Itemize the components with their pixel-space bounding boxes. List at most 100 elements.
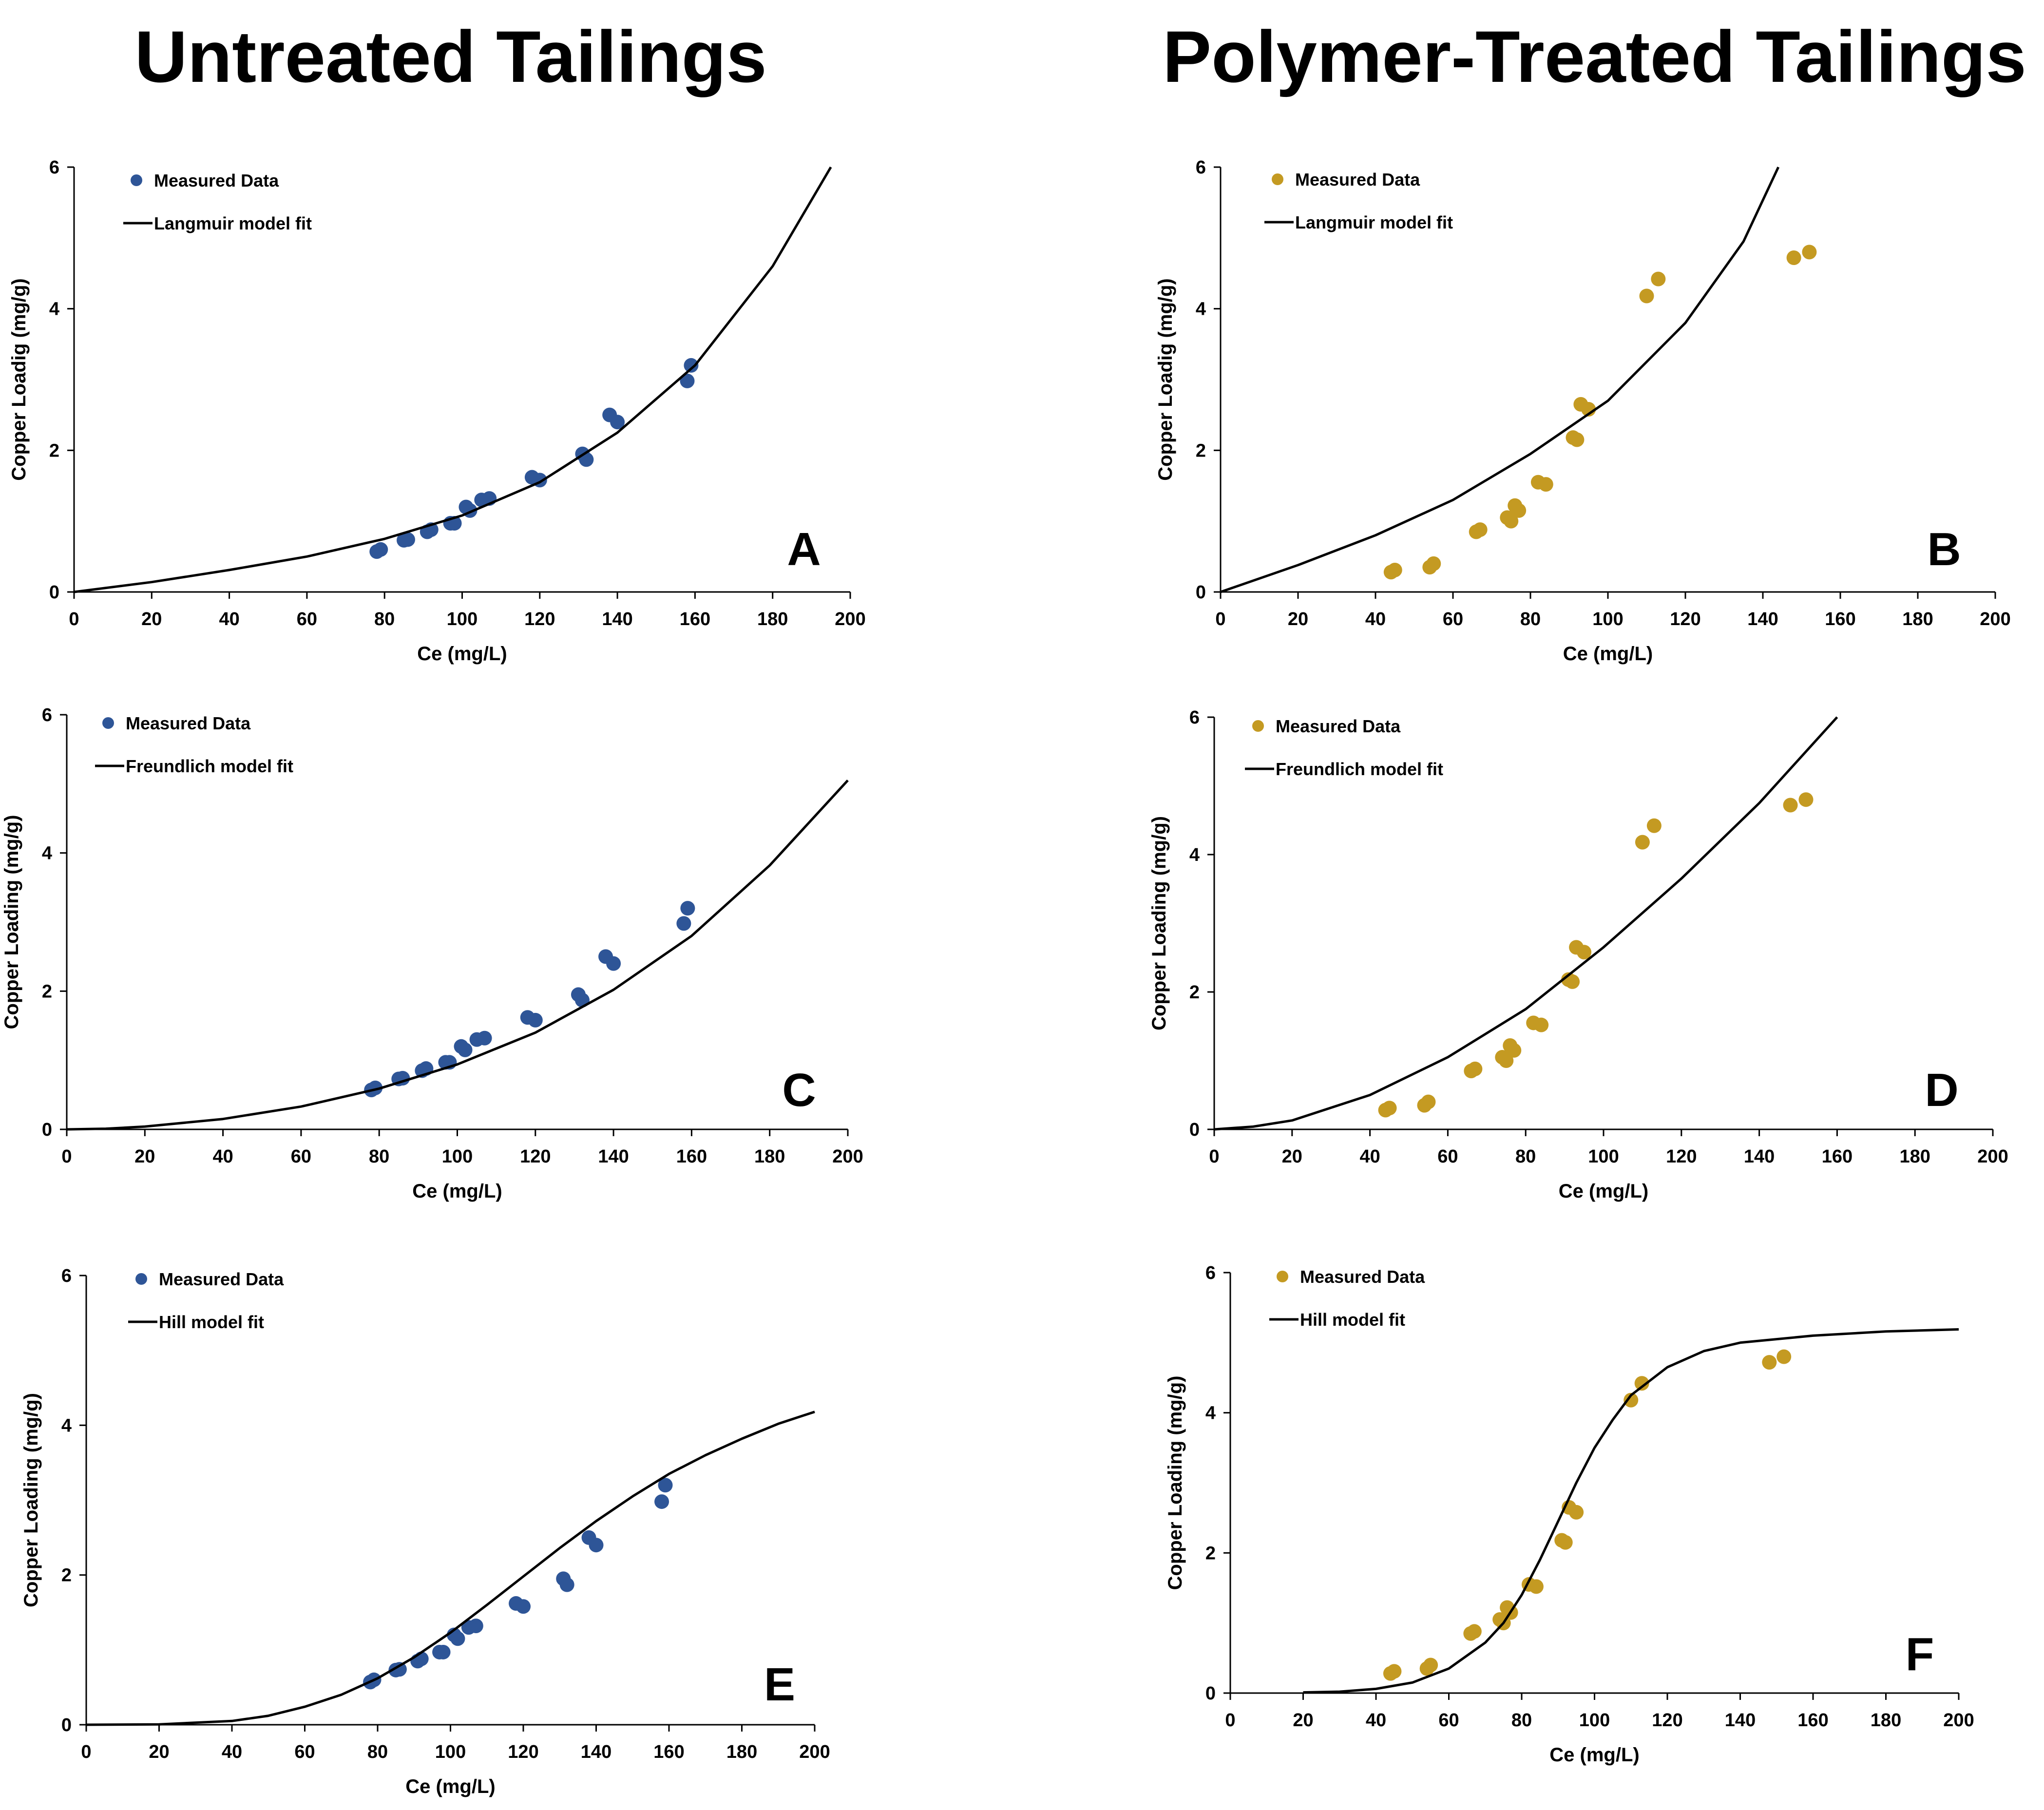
data-point <box>1467 1624 1482 1639</box>
x-tick-label: 200 <box>1977 1146 2008 1167</box>
data-point <box>1762 1355 1777 1370</box>
data-point <box>1511 503 1527 518</box>
data-point <box>1504 514 1519 529</box>
x-tick-label: 20 <box>1288 609 1308 629</box>
legend-label-line: Hill model fit <box>159 1312 264 1332</box>
x-tick-label: 200 <box>1943 1710 1974 1731</box>
legend-label-points: Measured Data <box>126 713 251 733</box>
data-point <box>1634 1376 1649 1391</box>
x-axis-title: Ce (mg/L) <box>1563 643 1653 665</box>
legend-label-line: Hill model fit <box>1300 1310 1405 1330</box>
legend-marker-points <box>1272 173 1283 185</box>
x-tick-label: 80 <box>1520 609 1541 629</box>
data-point <box>1421 1094 1436 1109</box>
x-tick-label: 60 <box>294 1742 315 1762</box>
data-point <box>1472 522 1488 537</box>
x-tick-label: 20 <box>1282 1146 1302 1167</box>
x-axis-title: Ce (mg/L) <box>412 1181 502 1202</box>
x-tick-label: 80 <box>369 1146 389 1167</box>
data-point <box>680 373 695 388</box>
y-axis-title: Copper Loadig (mg/g) <box>8 278 30 481</box>
x-tick-label: 160 <box>1822 1146 1853 1167</box>
legend-marker-points <box>135 1273 147 1285</box>
legend-label-points: Measured Data <box>1295 170 1420 190</box>
x-tick-label: 40 <box>212 1146 233 1167</box>
panel-letter: F <box>1906 1628 1934 1680</box>
x-tick-label: 60 <box>1443 609 1463 629</box>
x-tick-label: 0 <box>1209 1146 1219 1167</box>
legend-marker-points <box>1277 1271 1288 1282</box>
data-point <box>1423 1658 1438 1673</box>
data-point <box>1507 1043 1522 1058</box>
y-tick-label: 6 <box>1189 707 1200 728</box>
x-tick-label: 200 <box>1980 609 2010 629</box>
y-tick-label: 0 <box>61 1715 72 1735</box>
data-point <box>458 1042 473 1057</box>
x-tick-label: 80 <box>1511 1710 1532 1731</box>
chart-panel-c: 0 20 40 60 80 100 120 140 160 180 200 0 2 4 6 Ce (mg/L)… <box>1 705 863 1202</box>
chart-panel-b: 0 20 40 60 80 100 120 140 160 180 200 0 2 4 6 Ce (mg/L)… <box>1155 157 2011 665</box>
model-fit-line <box>66 780 849 1131</box>
x-tick-label: 100 <box>1592 609 1623 629</box>
data-point <box>1538 477 1553 492</box>
model-fit-line <box>1214 716 1838 1131</box>
x-axis-title: Ce (mg/L) <box>1559 1181 1648 1202</box>
y-tick-label: 4 <box>49 299 59 320</box>
x-axis-title: Ce (mg/L) <box>417 643 507 665</box>
data-point <box>436 1644 451 1659</box>
x-axis-title: Ce (mg/L) <box>405 1776 495 1797</box>
data-point <box>658 1478 673 1493</box>
legend-label-points: Measured Data <box>1300 1267 1425 1287</box>
data-point <box>1635 835 1650 850</box>
x-tick-label: 40 <box>222 1742 242 1762</box>
y-tick-label: 2 <box>1196 440 1206 461</box>
x-tick-label: 20 <box>134 1146 155 1167</box>
chart-panel-e: 0 20 40 60 80 100 120 140 160 180 200 0 2 4 6 Ce (mg/L)… <box>20 1266 830 1797</box>
x-tick-label: 60 <box>1437 1146 1458 1167</box>
data-point <box>684 358 699 373</box>
legend-label-line: Freundlich model fit <box>126 756 293 776</box>
data-point <box>589 1538 604 1553</box>
data-point <box>1468 1061 1483 1076</box>
data-point <box>1783 798 1798 813</box>
legend-label-points: Measured Data <box>159 1269 284 1289</box>
x-tick-label: 80 <box>367 1742 388 1762</box>
data-point <box>1382 1101 1397 1116</box>
x-tick-label: 120 <box>1670 609 1700 629</box>
data-point <box>1777 1349 1792 1364</box>
y-tick-label: 4 <box>1205 1403 1216 1424</box>
x-tick-label: 180 <box>1871 1710 1901 1731</box>
x-tick-label: 140 <box>1725 1710 1756 1731</box>
y-tick-label: 4 <box>1196 299 1206 320</box>
data-point <box>477 1030 492 1046</box>
x-tick-label: 180 <box>1902 609 1933 629</box>
model-fit-line <box>1303 1328 1959 1694</box>
data-point <box>1528 1579 1544 1594</box>
y-tick-label: 4 <box>61 1415 72 1436</box>
data-point <box>516 1599 531 1614</box>
data-point <box>676 916 691 931</box>
y-tick-label: 2 <box>49 440 59 461</box>
y-axis-title: Copper Loading (mg/g) <box>20 1393 42 1607</box>
panel-letter: A <box>787 523 821 575</box>
x-tick-label: 160 <box>1797 1710 1828 1731</box>
data-point <box>1651 271 1666 286</box>
y-tick-label: 6 <box>49 157 59 178</box>
y-axis-title: Copper Loading (mg/g) <box>1165 1376 1186 1590</box>
data-point <box>373 542 388 557</box>
x-tick-label: 140 <box>602 609 632 629</box>
y-tick-label: 6 <box>42 705 52 725</box>
data-point <box>1786 250 1801 266</box>
x-tick-label: 180 <box>757 609 788 629</box>
x-tick-label: 160 <box>653 1742 684 1762</box>
legend-marker-points <box>102 717 114 729</box>
x-tick-label: 0 <box>81 1742 91 1762</box>
panel-letter: C <box>782 1064 816 1116</box>
data-point <box>610 415 625 430</box>
x-tick-label: 120 <box>508 1742 538 1762</box>
y-tick-label: 0 <box>1205 1683 1216 1704</box>
x-tick-label: 160 <box>1825 609 1855 629</box>
x-tick-label: 60 <box>297 609 317 629</box>
y-tick-label: 6 <box>1196 157 1206 178</box>
